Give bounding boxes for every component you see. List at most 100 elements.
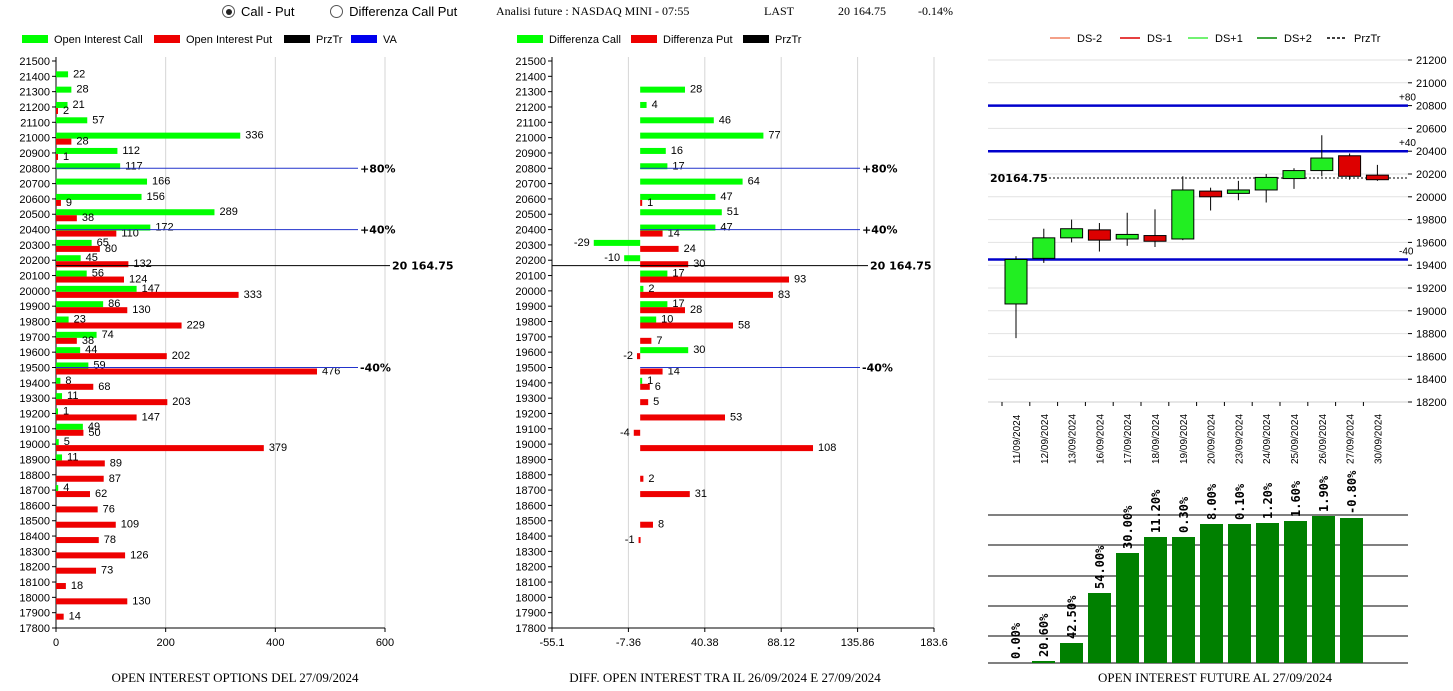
y-tick-label: 18200 (19, 562, 50, 574)
y-tick-label: 20300 (515, 240, 546, 252)
bar-value-label: 379 (269, 442, 287, 454)
x-tick-label: 11/09/2024 (1012, 414, 1023, 464)
call-bar (56, 347, 81, 354)
put-bar (56, 291, 239, 298)
bar-value-label: 93 (794, 274, 806, 286)
legend-label: Differenza Put (663, 34, 733, 46)
radio-diff-call-put[interactable]: Differenza Call Put (330, 4, 457, 19)
bar-value-label: 11 (67, 451, 78, 463)
y-tick-label: 20500 (515, 209, 546, 221)
bar-value-label: 16 (671, 145, 683, 157)
call-bar (640, 347, 689, 354)
put-bar (56, 230, 117, 237)
bar-value-label: 5 (64, 436, 70, 448)
put-bar (56, 475, 104, 482)
y-tick-label: 19000 (515, 439, 546, 451)
bar-value-label: 77 (768, 130, 780, 142)
y-tick-label: 20800 (1416, 101, 1447, 113)
put-bar (56, 567, 97, 574)
y-tick-label: 18900 (515, 454, 546, 466)
put-bar (56, 583, 66, 590)
radio-call-put[interactable]: Call - Put (222, 4, 294, 19)
y-tick-label: 18800 (1416, 329, 1447, 341)
put-bar (640, 307, 685, 314)
call-bar (640, 193, 716, 200)
x-tick-label: 16/09/2024 (1095, 414, 1106, 464)
y-tick-label: 19400 (1416, 260, 1447, 272)
put-bar (640, 521, 653, 528)
y-tick-label: 18200 (515, 562, 546, 574)
bar-value-label: 333 (244, 289, 262, 301)
call-bar (640, 117, 714, 124)
bar-value-label: 110 (121, 228, 139, 240)
y-tick-label: 20800 (19, 163, 50, 175)
x-tick-label: 17/09/2024 (1123, 414, 1134, 464)
view-mode-radio-group: Call - Put Differenza Call Put (222, 4, 457, 26)
put-bar (640, 291, 774, 298)
future-oi-bar (1256, 523, 1279, 663)
bar-value-label: 38 (82, 335, 94, 347)
y-tick-label: 20600 (515, 194, 546, 206)
legend-label: Open Interest Call (54, 34, 143, 46)
y-tick-label: 18700 (515, 485, 546, 497)
legend-label: Differenza Call (549, 34, 621, 46)
y-tick-label: 21200 (19, 102, 50, 114)
bar-value-label: 57 (92, 114, 104, 126)
call-bar (56, 377, 61, 384)
bar-value-label: 336 (245, 130, 263, 142)
bar-value-label: 28 (76, 136, 88, 148)
y-tick-label: 21300 (19, 87, 50, 99)
bar-value-label: 47 (720, 191, 732, 203)
x-tick-label: 200 (156, 637, 174, 649)
put-bar (56, 261, 129, 268)
bar-value-label: 73 (101, 565, 113, 577)
call-bar (56, 439, 59, 446)
y-tick-label: 20400 (19, 225, 50, 237)
y-tick-label: 20400 (1416, 146, 1447, 158)
y-tick-label: 20200 (1416, 169, 1447, 181)
bar-value-label: 4 (652, 99, 658, 111)
legend-swatch (22, 35, 48, 43)
y-tick-label: 20600 (1416, 123, 1447, 135)
put-bar (56, 613, 64, 620)
x-tick-label: 30/09/2024 (1373, 414, 1384, 464)
bar-value-label: -1 (625, 534, 635, 546)
call-bar (56, 408, 58, 415)
put-bar (640, 230, 663, 237)
y-tick-label: 17800 (19, 623, 50, 635)
y-tick-label: 18500 (515, 516, 546, 528)
bar-value-label: 8 (65, 375, 71, 387)
call-bar (640, 178, 743, 185)
price-line-label: 20164.75 (990, 172, 1048, 185)
x-tick-label: -55.1 (539, 637, 564, 649)
call-bar (56, 285, 137, 292)
call-bar (640, 147, 666, 154)
call-bar (56, 86, 72, 93)
x-tick-label: 18/09/2024 (1151, 414, 1162, 464)
put-bar (56, 491, 90, 498)
radio-diff-indicator (330, 5, 344, 18)
bar-value-label: 14 (668, 365, 680, 377)
put-bar (636, 353, 641, 360)
bar-value-label: 124 (129, 274, 147, 286)
y-tick-label: 18000 (515, 592, 546, 604)
call-bar (56, 423, 83, 430)
bar-value-label: 108 (818, 442, 836, 454)
x-tick-label: 0 (53, 637, 59, 649)
candle-up (1226, 189, 1250, 194)
y-tick-label: 19800 (515, 317, 546, 329)
call-bar (56, 316, 69, 323)
y-tick-label: 20700 (515, 179, 546, 191)
y-tick-label: 18800 (515, 470, 546, 482)
bar-value-label: -2 (623, 350, 633, 362)
y-tick-label: 19800 (1416, 215, 1447, 227)
y-tick-label: 19100 (19, 424, 50, 436)
candle-up (1310, 157, 1334, 172)
legend-label: DS-1 (1147, 33, 1172, 45)
legend-label: Open Interest Put (186, 34, 272, 46)
y-tick-label: 18800 (19, 470, 50, 482)
bar-value-label: 132 (133, 258, 151, 270)
y-tick-label: 21000 (515, 133, 546, 145)
y-tick-label: 19700 (19, 332, 50, 344)
put-bar (56, 414, 137, 421)
